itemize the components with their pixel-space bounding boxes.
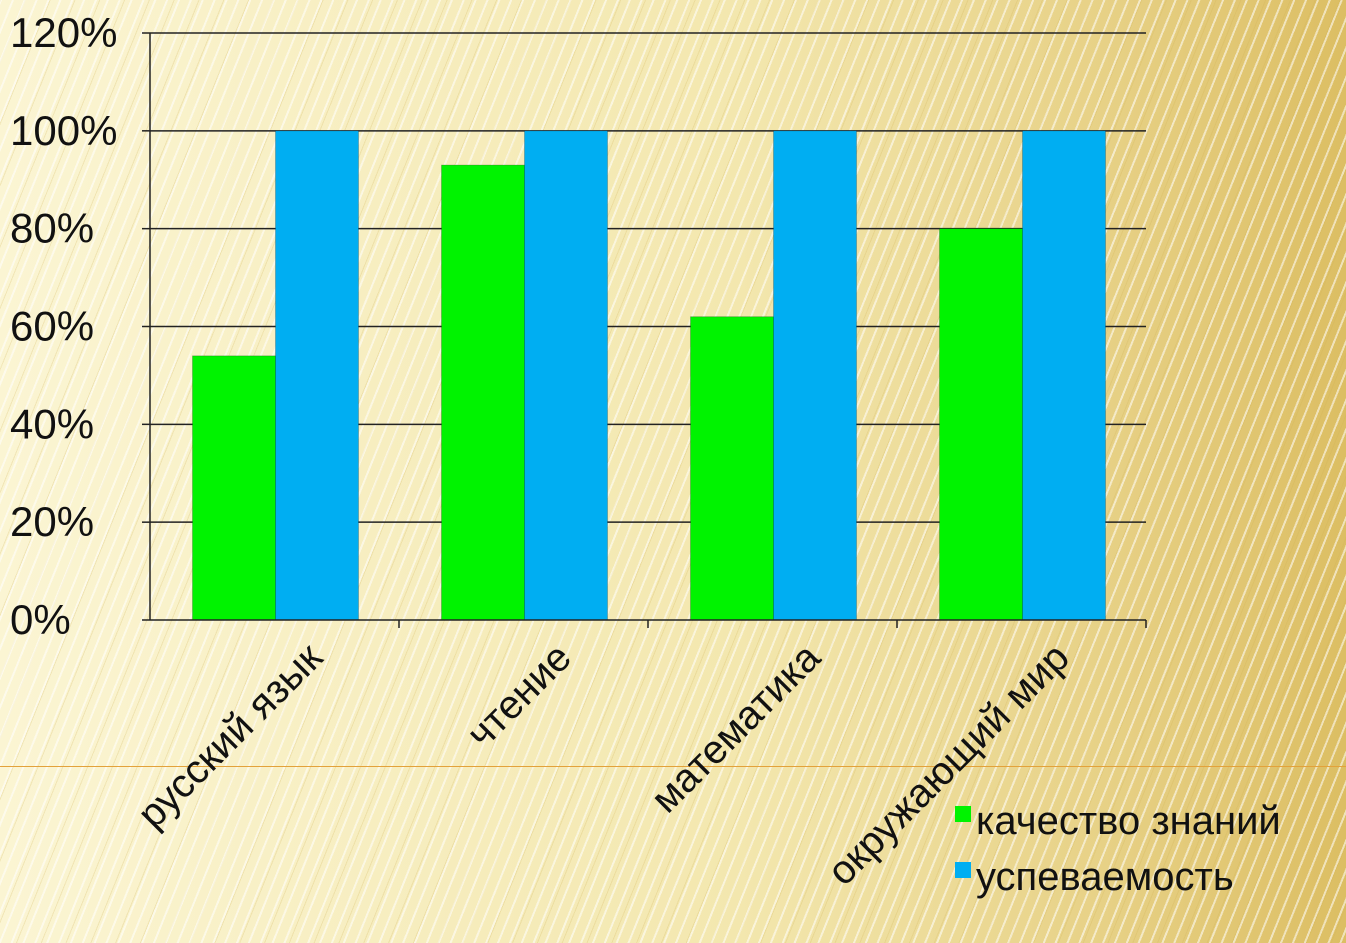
y-tick-label: 0% <box>10 596 71 643</box>
legend: качество знаний успеваемость <box>955 799 1281 899</box>
y-tick-label: 60% <box>10 303 94 350</box>
bar <box>441 164 525 621</box>
y-tick-label: 120% <box>10 9 117 56</box>
y-tick-label: 80% <box>10 205 94 252</box>
bar <box>1022 130 1106 621</box>
x-tick-label: русский язык <box>129 635 331 837</box>
bars <box>192 130 1106 621</box>
legend-swatch <box>955 862 971 878</box>
bar <box>939 228 1023 621</box>
bar <box>275 130 359 621</box>
axes <box>142 32 1147 628</box>
bar <box>192 355 276 621</box>
y-tick-label: 40% <box>10 400 94 447</box>
legend-label: качество знаний <box>976 799 1281 843</box>
legend-swatch <box>955 806 971 822</box>
bar <box>773 130 857 621</box>
legend-label: успеваемость <box>976 855 1234 899</box>
slide-accent-line <box>0 766 1346 767</box>
bar <box>690 316 774 621</box>
y-tick-label: 100% <box>10 107 117 154</box>
y-tick-label: 20% <box>10 498 94 545</box>
x-tick-label: математика <box>643 635 830 822</box>
bar <box>524 130 608 621</box>
x-tick-label: чтение <box>458 635 579 756</box>
y-tick-labels: 0% 20% 40% 60% 80% 100% 120% <box>10 9 117 643</box>
